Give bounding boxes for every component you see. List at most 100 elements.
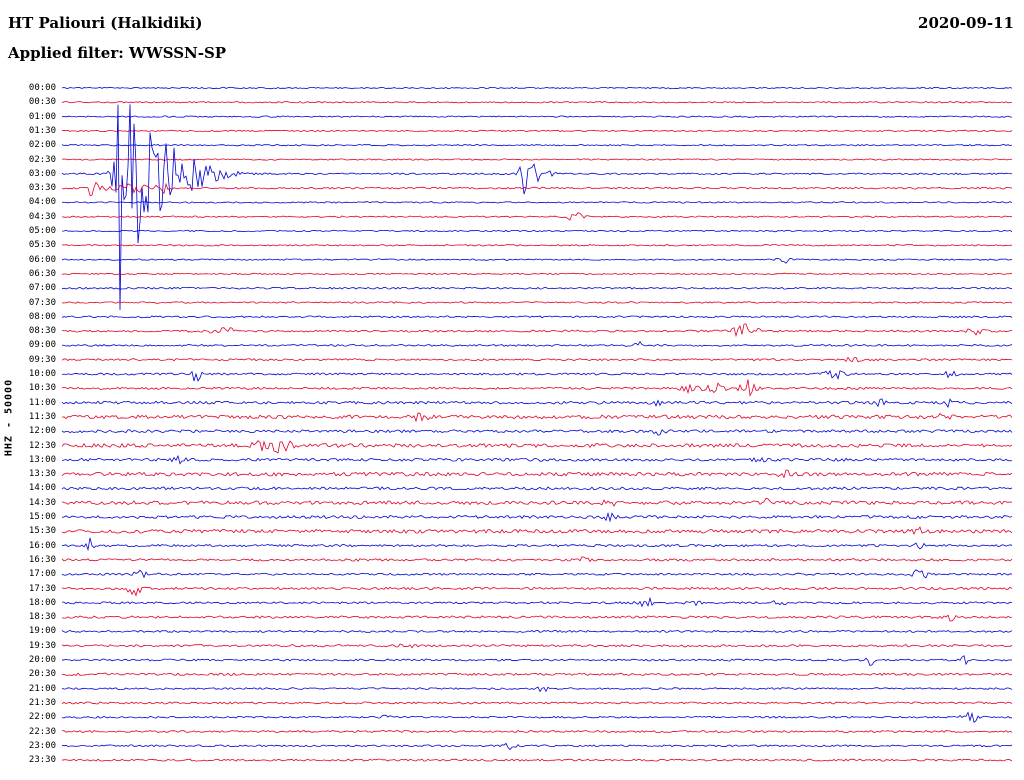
time-label-0500: 05:00 — [28, 226, 56, 236]
time-label-1330: 13:30 — [28, 469, 56, 480]
trace-row-2030 — [61, 672, 1013, 676]
trace-row-1930 — [61, 643, 1013, 649]
trace-row-1330 — [61, 469, 1013, 479]
trace-row-1730 — [61, 586, 1013, 597]
time-label-1130: 11:30 — [28, 411, 56, 422]
trace-row-0800 — [61, 315, 1013, 319]
applied-filter-label: Applied filter: WWSSN-SP — [8, 44, 227, 62]
trace-row-1300 — [61, 454, 1013, 465]
trace-row-0300 — [61, 104, 1013, 311]
time-label-2300: 23:00 — [28, 740, 56, 751]
time-label-1730: 17:30 — [28, 583, 56, 594]
trace-row-0700 — [61, 286, 1013, 290]
trace-row-0900 — [61, 340, 1013, 347]
trace-row-1130 — [61, 412, 1013, 423]
time-label-2200: 22:00 — [28, 712, 56, 723]
trace-row-0630 — [61, 272, 1013, 276]
time-label-2330: 23:30 — [28, 755, 56, 766]
time-label-0030: 00:30 — [28, 97, 56, 108]
trace-row-2300 — [61, 742, 1013, 751]
trace-row-2200 — [61, 711, 1012, 724]
time-label-2000: 20:00 — [28, 655, 56, 665]
trace-row-0230 — [61, 158, 1013, 161]
time-label-0630: 06:30 — [28, 268, 56, 279]
time-label-0700: 07:00 — [28, 283, 56, 294]
time-label-0800: 08:00 — [28, 311, 56, 322]
time-label-1830: 18:30 — [28, 612, 56, 623]
trace-row-2130 — [61, 701, 1013, 705]
trace-row-1600 — [61, 537, 1013, 552]
trace-row-0830 — [61, 323, 1013, 338]
trace-row-0730 — [61, 301, 1013, 304]
time-label-0200: 02:00 — [28, 140, 56, 151]
time-label-0100: 01:00 — [28, 111, 56, 122]
time-label-0300: 03:00 — [28, 168, 56, 179]
time-label-0130: 01:30 — [28, 125, 56, 136]
trace-row-2330 — [61, 758, 1013, 762]
time-label-0330: 03:30 — [28, 183, 56, 194]
date-label: 2020-09-11 — [918, 14, 1014, 32]
trace-row-0930 — [61, 356, 1013, 363]
trace-row-1500 — [61, 511, 1013, 523]
time-label-1200: 12:00 — [28, 426, 56, 437]
trace-row-0600 — [61, 257, 1013, 264]
time-label-1400: 14:00 — [28, 483, 56, 494]
trace-row-1900 — [61, 629, 1013, 633]
time-label-0930: 09:30 — [28, 354, 56, 365]
time-label-1930: 19:30 — [28, 640, 56, 651]
time-label-0730: 07:30 — [28, 297, 56, 308]
trace-row-2100 — [61, 686, 1013, 693]
trace-row-1030 — [61, 379, 1013, 397]
trace-row-1200 — [61, 429, 1013, 436]
time-label-1800: 18:00 — [28, 597, 56, 608]
time-label-1430: 14:30 — [28, 497, 56, 508]
trace-row-0530 — [61, 244, 1013, 247]
trace-row-0500 — [61, 229, 1013, 233]
trace-row-2000 — [61, 655, 1013, 667]
trace-row-0330 — [61, 181, 1013, 196]
trace-row-0100 — [61, 115, 1012, 118]
time-label-1600: 16:00 — [28, 540, 56, 551]
trace-row-0000 — [61, 86, 1013, 90]
trace-row-0130 — [61, 129, 1013, 133]
time-label-1000: 10:00 — [28, 369, 56, 379]
trace-row-1800 — [62, 596, 1013, 608]
time-label-2100: 21:00 — [28, 683, 56, 694]
station-title: HT Paliouri (Halkidiki) — [8, 14, 203, 32]
time-label-0000: 00:00 — [28, 83, 56, 93]
time-label-2230: 22:30 — [28, 726, 56, 737]
trace-row-0030 — [61, 101, 1013, 104]
time-label-0830: 08:30 — [28, 326, 56, 337]
trace-row-0430 — [61, 212, 1013, 221]
trace-row-1100 — [61, 398, 1013, 408]
time-label-1230: 12:30 — [28, 440, 56, 451]
time-label-1700: 17:00 — [28, 569, 56, 580]
time-label-0400: 04:00 — [28, 197, 56, 208]
trace-row-1400 — [61, 486, 1013, 491]
trace-row-1430 — [61, 497, 1013, 507]
time-label-1300: 13:00 — [28, 454, 56, 465]
time-label-0530: 05:30 — [28, 240, 56, 251]
time-label-0900: 09:00 — [28, 340, 56, 351]
trace-row-0200 — [61, 144, 1013, 147]
time-label-2030: 20:30 — [28, 669, 56, 680]
trace-row-1000 — [61, 369, 1013, 382]
trace-row-1230 — [61, 440, 1013, 454]
trace-row-1830 — [61, 614, 1013, 622]
time-label-2130: 21:30 — [28, 697, 56, 708]
trace-row-1530 — [61, 526, 1013, 536]
time-label-1030: 10:30 — [28, 383, 56, 394]
trace-row-0400 — [61, 201, 1013, 204]
time-label-0230: 02:30 — [28, 154, 56, 165]
trace-row-1630 — [61, 556, 1013, 563]
trace-row-1700 — [61, 569, 1013, 579]
time-label-1630: 16:30 — [28, 554, 56, 565]
trace-row-2230 — [61, 730, 1013, 734]
time-label-0430: 04:30 — [28, 211, 56, 222]
time-label-1900: 19:00 — [28, 626, 56, 637]
time-label-1500: 15:00 — [28, 512, 56, 522]
time-label-0600: 06:00 — [28, 254, 56, 265]
time-label-1530: 15:30 — [28, 526, 56, 537]
